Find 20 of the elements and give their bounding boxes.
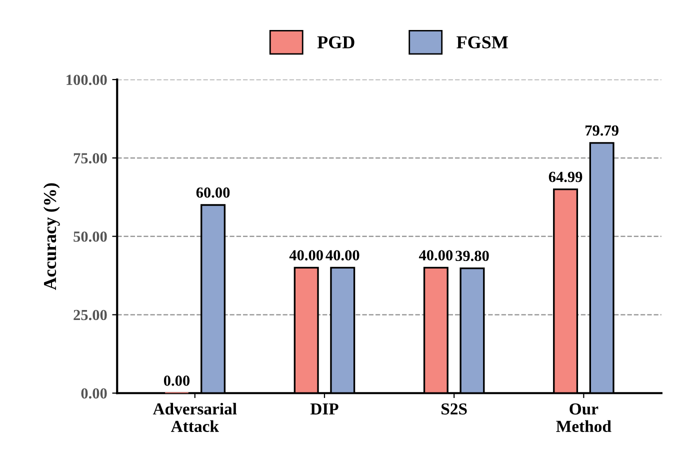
y-tick-label: 0.00 bbox=[81, 388, 107, 399]
x-tick-label: DIP bbox=[310, 403, 338, 414]
data-label: 40.00 bbox=[418, 250, 453, 260]
data-label: 40.00 bbox=[289, 250, 323, 260]
x-tick-label: S2S bbox=[442, 403, 467, 415]
y-tick-label: 100.00 bbox=[66, 74, 107, 86]
data-label: 0.00 bbox=[164, 376, 190, 386]
legend-label: PGD bbox=[317, 36, 354, 48]
x-tick-label: Adversarial Attack bbox=[152, 402, 237, 432]
y-axis-title: Accuracy (%) bbox=[43, 183, 60, 290]
data-label: 39.80 bbox=[456, 250, 489, 262]
y-tick-label: 50.00 bbox=[74, 231, 107, 242]
y-tick-label: 25.00 bbox=[74, 310, 107, 320]
x-tick-label: Our Method bbox=[556, 403, 612, 432]
data-label: 60.00 bbox=[196, 187, 230, 198]
data-label: 79.79 bbox=[586, 125, 618, 136]
y-tick-label: 75.00 bbox=[74, 153, 107, 164]
data-label: 40.00 bbox=[326, 250, 360, 260]
legend-label: FGSM bbox=[456, 36, 508, 48]
data-label: 64.99 bbox=[548, 172, 582, 182]
